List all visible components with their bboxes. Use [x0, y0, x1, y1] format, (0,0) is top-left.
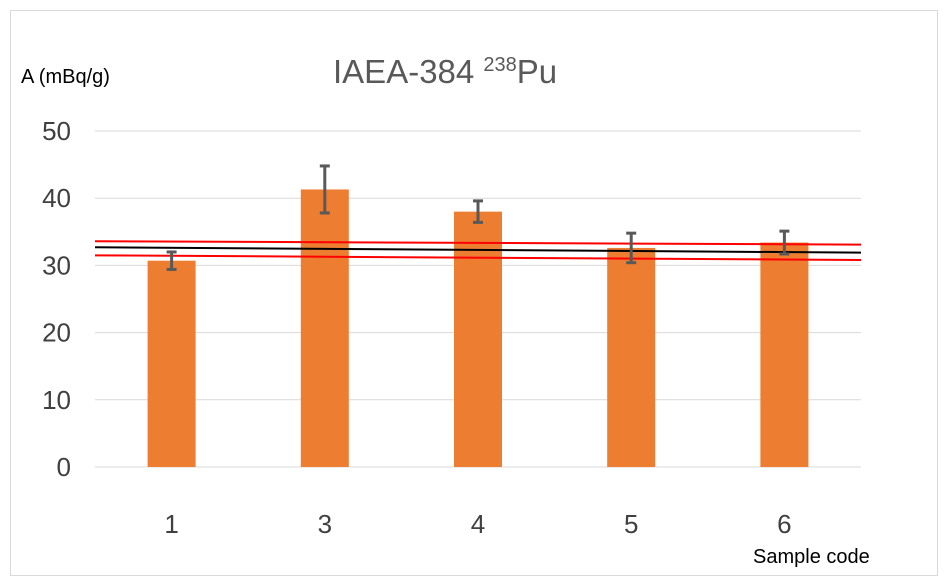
y-tick-label: 30 [42, 250, 71, 280]
reference-line-2 [94, 240, 862, 246]
x-tick-label: 3 [318, 509, 332, 539]
x-tick-label: 6 [777, 509, 791, 539]
reference-line-3 [94, 254, 862, 262]
y-tick-label: 40 [42, 183, 71, 213]
y-axis-label: A (mBq/g) [21, 66, 110, 88]
y-tick-label: 20 [42, 318, 71, 348]
bar-6 [760, 242, 809, 467]
bar-5 [607, 247, 656, 467]
x-tick-label: 1 [164, 509, 178, 539]
bar-3 [300, 189, 349, 468]
y-tick-label: 50 [42, 116, 71, 146]
y-axis-tick-labels: 0 10 20 30 40 50 [42, 116, 71, 482]
error-bar-3 [319, 164, 330, 215]
reference-lines [94, 240, 862, 262]
bars [147, 189, 809, 468]
chart-title-prefix: IAEA-384 [333, 53, 483, 90]
bar-1 [147, 260, 196, 467]
error-bar-1 [166, 250, 177, 271]
y-tick-label: 10 [42, 385, 71, 415]
chart-title-superscript: 238 [483, 54, 516, 76]
chart-title: IAEA-384 238Pu [333, 53, 557, 90]
chart-title-suffix: Pu [517, 53, 557, 90]
error-bar-4 [473, 199, 483, 224]
error-bars [166, 164, 790, 271]
error-bar-5 [626, 231, 637, 265]
bar-4 [454, 211, 502, 467]
reference-line-1 [94, 246, 862, 254]
x-tick-label: 5 [624, 509, 638, 539]
x-tick-label: 4 [471, 509, 485, 539]
x-axis-tick-labels: 1 3 4 5 6 [164, 509, 791, 539]
x-axis-label: Sample code [753, 546, 870, 568]
y-tick-label: 0 [57, 452, 71, 482]
error-bar-6 [779, 229, 790, 256]
bar-chart: 0 10 20 30 40 50 1 3 4 5 6 IAEA-384 238Pu A (mBq/… [21, 53, 870, 568]
chart-frame: 0 10 20 30 40 50 1 3 4 5 6 IAEA-384 238Pu A (mBq/… [10, 10, 938, 576]
